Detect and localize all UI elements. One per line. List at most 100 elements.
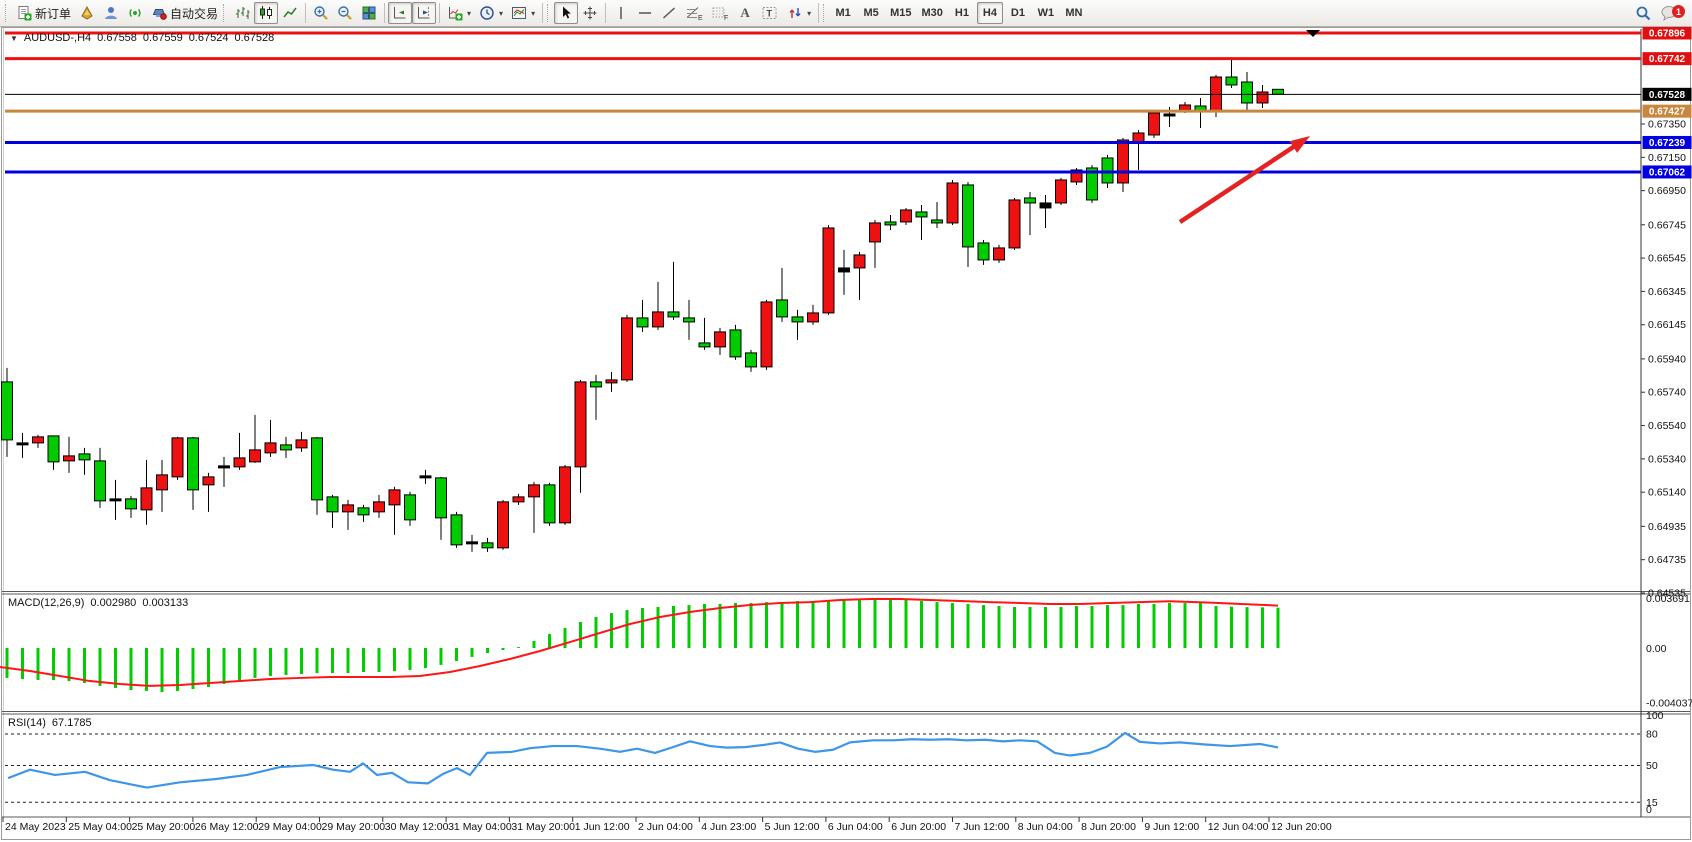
timeframe-H1[interactable]: H1 (949, 2, 975, 24)
auto-scroll-button[interactable] (388, 2, 413, 24)
autotrading-button[interactable]: 自动交易 (147, 2, 222, 24)
price-badge-value: 0.67896 (1649, 29, 1686, 40)
macd-signal-line (0, 597, 1279, 687)
candle-body-down (280, 444, 292, 451)
tile-windows-button[interactable] (357, 2, 381, 24)
toolbar-separator (439, 3, 441, 23)
horizontal-line-icon (639, 12, 652, 14)
candle-body-up (1132, 132, 1145, 143)
timeframe-M30[interactable]: M30 (918, 2, 947, 24)
candle-body-up (140, 487, 153, 511)
cursor-tool-button[interactable] (554, 2, 579, 24)
zoom-in-button[interactable] (309, 2, 333, 24)
signals-button[interactable] (123, 2, 147, 24)
bar-chart-button[interactable] (230, 2, 254, 24)
timeframe-H4[interactable]: H4 (976, 2, 1003, 24)
price-badge (1642, 104, 1692, 118)
rsi-label: RSI(14) (8, 717, 46, 729)
timeframe-M1[interactable]: M1 (830, 2, 856, 24)
price-tick-label: 0.66145 (1648, 319, 1686, 331)
horizontal-line-tool-button[interactable] (633, 2, 657, 24)
text-tool-button[interactable]: A (733, 2, 757, 24)
candle-body-up (807, 312, 819, 323)
collapse-triangle-icon[interactable]: ▼ (10, 33, 18, 43)
candle-body-up (605, 379, 618, 384)
search-button[interactable] (1631, 2, 1656, 24)
rsi-axis-label: 80 (1646, 729, 1658, 741)
timeframe-MN[interactable]: MN (1061, 2, 1087, 24)
notifications-button[interactable]: 1 (1656, 2, 1685, 24)
price-badge (1642, 26, 1692, 40)
mql5-seal-icon (81, 5, 93, 20)
community-button[interactable] (99, 2, 123, 24)
price-tick-label: 0.66950 (1648, 185, 1686, 197)
toolbar-separator (818, 3, 820, 23)
candle-body-up (1070, 169, 1083, 183)
svg-text:0.003691: 0.003691 (1646, 593, 1690, 605)
candle-body-up (853, 254, 866, 269)
text-label-tool-button[interactable]: T (757, 2, 783, 24)
rsi-panel: 100 80 50 150 (5, 710, 1664, 816)
rsi-line (7, 731, 1279, 789)
candle-body-up (714, 331, 726, 348)
trend-arrow[interactable] (1178, 136, 1310, 224)
templates-button[interactable]: ▾ (507, 2, 539, 24)
timeframe-W1[interactable]: W1 (1033, 2, 1059, 24)
timeframe-M15[interactable]: M15 (886, 2, 915, 24)
crosshair-tool-button[interactable] (578, 2, 602, 24)
time-axis[interactable]: 24 May 2023 25 May 04:00 25 May 20:00 26 Ma… (2, 817, 1332, 833)
panel-separators[interactable] (2, 591, 1690, 818)
timeframe-D1[interactable]: D1 (1005, 2, 1031, 24)
mql5-button[interactable] (75, 2, 99, 24)
candle-body-down (977, 242, 990, 261)
candle-body-down (1241, 81, 1253, 104)
candle-body-up (388, 489, 401, 506)
time-tick-label: 8 Jun 04:00 (1018, 821, 1073, 833)
horizontal-line-objects[interactable] (5, 31, 1641, 174)
timeframe-M5[interactable]: M5 (858, 2, 884, 24)
candle-body-down (745, 352, 757, 368)
new-order-button[interactable]: 新订单 (12, 2, 75, 24)
candle-body-up (1256, 91, 1269, 104)
chart-shift-button[interactable] (412, 2, 437, 24)
auto-scroll-icon (394, 7, 406, 19)
vertical-line-tool-button[interactable] (609, 2, 633, 24)
zoom-out-button[interactable] (333, 2, 357, 24)
signals-icon (129, 9, 141, 17)
candle-body-up (264, 442, 277, 454)
chart-canvas[interactable]: 0.67350 0.67150 0.66950 0.66745 0.66545 0.663… (0, 26, 1692, 842)
autotrading-icon (152, 9, 167, 20)
svg-text:E: E (698, 15, 703, 21)
price-tick-label: 0.65340 (1648, 453, 1686, 465)
grid-cells-tool-button[interactable]: F (707, 2, 733, 24)
svg-text:0.00: 0.00 (1646, 643, 1667, 655)
price-tick-label: 0.65740 (1648, 387, 1686, 399)
down-triangle-marker[interactable] (1306, 30, 1320, 37)
rsi-axis-label: 100 (1646, 710, 1664, 722)
autotrading-label: 自动交易 (170, 6, 219, 21)
macd-panel: 0.003691 0.00 -0.004037 (0, 593, 1692, 710)
time-tick-label: 26 May 12:00 (195, 821, 259, 833)
periods-button[interactable]: ▾ (475, 2, 507, 24)
time-tick-label: 2 Jun 04:00 (638, 821, 693, 833)
candle-body-doji (419, 475, 432, 479)
price-tick-label: 0.67350 (1648, 118, 1686, 130)
candle-body-up (171, 437, 184, 478)
toolbar-grip (223, 4, 227, 22)
line-chart-button[interactable] (278, 2, 302, 24)
price-badge-value: 0.67528 (1649, 90, 1686, 101)
fibonacci-tool-button[interactable]: E (681, 2, 707, 24)
candle-body-down (1086, 167, 1098, 201)
price-axis[interactable]: 0.67350 0.67150 0.66950 0.66745 0.66545 0.663… (1641, 26, 1692, 600)
candle-body-down (931, 219, 943, 224)
rsi-header: RSI(14) 67.1785 (8, 717, 92, 729)
candlestick-chart-button[interactable] (254, 2, 279, 24)
time-tick-label: 8 Jun 20:00 (1081, 821, 1136, 833)
price-tick-label: 0.65940 (1648, 353, 1686, 365)
candle-body-down (125, 498, 137, 510)
arrows-tool-button[interactable]: ▾ (783, 2, 815, 24)
candle-body-up (202, 476, 215, 486)
macd-main-value: 0.002980 (90, 597, 137, 609)
trendline-tool-button[interactable] (657, 2, 681, 24)
indicators-button[interactable]: ▾ (443, 2, 475, 24)
